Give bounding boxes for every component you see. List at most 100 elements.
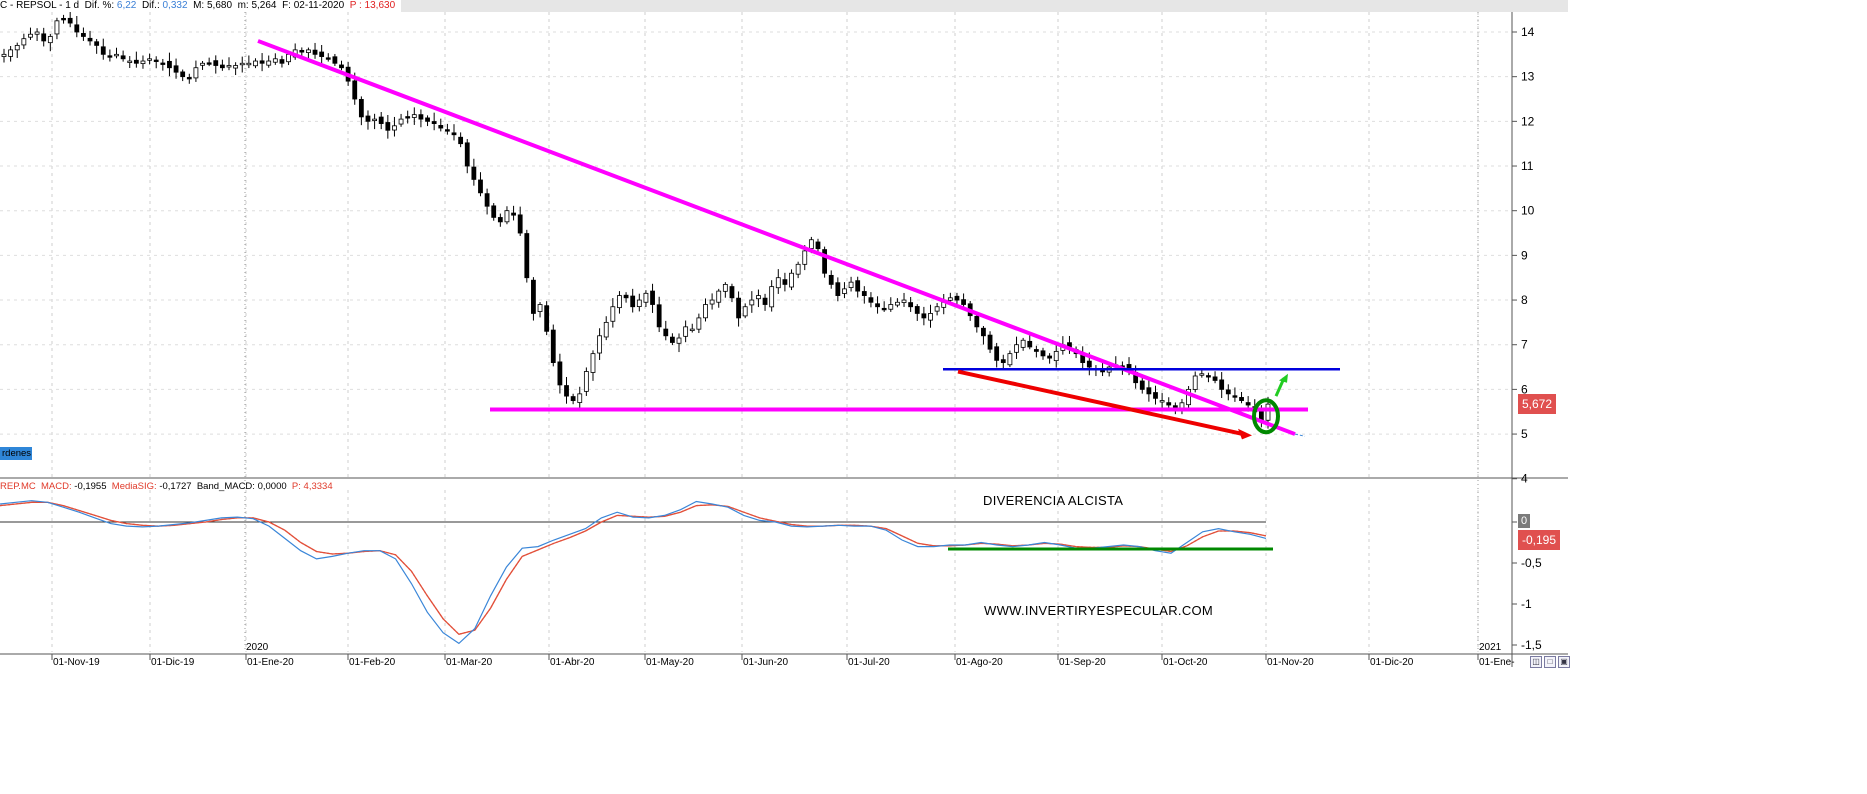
candle-down: [219, 64, 225, 69]
x-tick-label: 01-Abr-20: [550, 657, 595, 667]
candle-up: [253, 60, 258, 67]
candle-down: [921, 313, 927, 319]
candle-down: [517, 214, 523, 234]
candle-down: [325, 57, 331, 60]
candle-up: [947, 297, 953, 301]
candle-up: [583, 371, 589, 392]
candle-up: [617, 295, 622, 309]
candle-down: [153, 59, 159, 62]
min-value: 5,264: [251, 0, 277, 11]
candle-up: [636, 299, 642, 307]
candle-up: [749, 299, 755, 306]
candle-down: [531, 279, 536, 314]
candle-down: [358, 99, 364, 118]
candle-down: [497, 217, 503, 223]
x-tick-label: 01-Sep-20: [1059, 657, 1106, 667]
candle-down: [133, 59, 139, 64]
candle-down: [332, 56, 338, 64]
p-value: 13,630: [364, 0, 396, 11]
price-divergence-line: [957, 369, 1244, 437]
candle-down: [1245, 402, 1251, 406]
candle-down: [630, 295, 636, 308]
candle-up: [239, 62, 245, 66]
candle-up: [1192, 375, 1198, 390]
ordenes-button[interactable]: rdenes: [0, 447, 32, 460]
sig-value: -0,1727: [159, 481, 192, 492]
candle-up: [676, 337, 682, 344]
toolbar-button-2[interactable]: □: [1544, 656, 1556, 668]
sig-label: MediaSIG:: [111, 481, 157, 492]
candle-down: [1047, 355, 1053, 359]
candle-up: [590, 353, 596, 373]
candle-down: [206, 62, 212, 65]
band-value: 0,0000: [257, 481, 287, 492]
candle-up: [1159, 400, 1165, 403]
macd-header: REP.MC MACD: -0,1955 MediaSIG: -0,1727 B…: [0, 481, 333, 492]
toolbar-button-1[interactable]: ◫: [1530, 656, 1542, 668]
y-tick-label: 8: [1521, 293, 1528, 307]
candle-down: [881, 307, 887, 311]
candle-up: [643, 292, 649, 303]
candle-up: [1199, 373, 1205, 376]
band-label: Band_MACD:: [196, 481, 255, 492]
y-tick-label: 11: [1521, 159, 1534, 173]
divergence-annotation: DIVERENCIA ALCISTA: [983, 493, 1124, 508]
macd-symbol: REP.MC: [0, 481, 36, 492]
candle-up: [54, 20, 60, 35]
candle-down: [1040, 350, 1046, 357]
dif-pct-value: 6,22: [116, 0, 137, 11]
candle-down: [762, 297, 768, 305]
candle-down: [1100, 369, 1105, 373]
candle-up: [842, 288, 847, 294]
x-tick-label: 01-Nov-20: [1267, 657, 1314, 667]
dif-pct-label: Dif. %:: [84, 0, 115, 11]
candle-up: [14, 45, 20, 51]
candle-down: [1086, 360, 1092, 368]
candle-down: [663, 328, 669, 337]
candle-up: [504, 210, 510, 223]
candle-down: [564, 385, 569, 397]
candle-up: [716, 290, 722, 303]
candle-up: [286, 53, 291, 63]
y-tick-label: 9: [1521, 248, 1528, 262]
candle-down: [160, 62, 166, 65]
candle-up: [140, 60, 146, 65]
candle-up: [246, 62, 252, 66]
candle-down: [828, 274, 834, 285]
year-label: 2020: [246, 642, 269, 653]
price-divergence-arrowhead: [1238, 428, 1252, 440]
p-label: P :: [349, 0, 362, 11]
candle-down: [186, 77, 192, 80]
candle-up: [114, 53, 119, 57]
candle-down: [524, 233, 530, 279]
dif-value: 0,332: [162, 0, 188, 11]
toolbar-button-3[interactable]: ▣: [1558, 656, 1570, 668]
candle-up: [1007, 353, 1013, 366]
candle-up: [1265, 403, 1271, 421]
candle-up: [306, 49, 311, 53]
candle-up: [21, 38, 27, 46]
candle-down: [914, 306, 920, 314]
candle-down: [544, 305, 550, 332]
date-value: 02-11-2020: [293, 0, 345, 11]
candle-up: [272, 58, 278, 63]
max-label: M:: [193, 0, 205, 11]
candle-down: [511, 212, 516, 216]
candle-down: [1232, 395, 1238, 398]
candle-up: [266, 60, 272, 66]
candle-up: [848, 281, 854, 288]
candle-down: [868, 297, 874, 303]
candle-up: [795, 263, 801, 275]
candle-up: [808, 239, 814, 249]
candle-down: [471, 166, 477, 180]
y-tick-label: 7: [1521, 338, 1528, 352]
website-annotation: WWW.INVERTIRYESPECULAR.COM: [984, 603, 1214, 618]
candle-up: [901, 299, 907, 303]
candle-up: [789, 272, 794, 288]
x-tick-label: 01-Nov-19: [53, 657, 100, 667]
candle-down: [100, 46, 106, 55]
candle-down: [81, 33, 86, 37]
candle-down: [669, 336, 675, 343]
breakout-circle: [1252, 398, 1280, 435]
candle-down: [67, 17, 73, 24]
